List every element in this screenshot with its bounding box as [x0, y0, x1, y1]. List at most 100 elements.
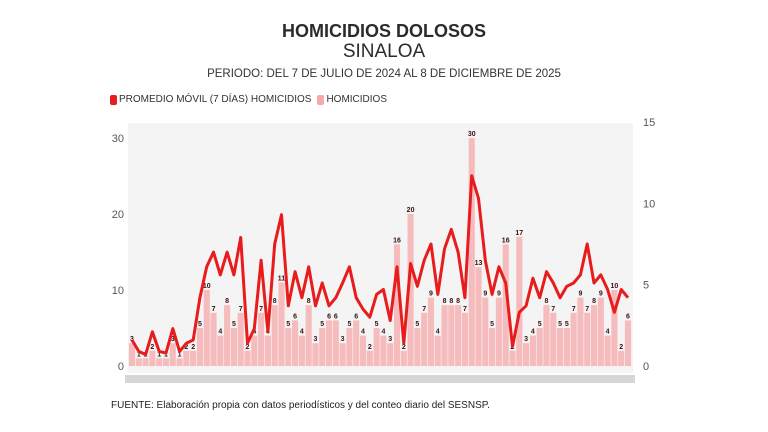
legend-swatch-moving-average: [110, 94, 117, 105]
bar-value-label: 5: [490, 321, 494, 328]
bar-value-label: 3: [313, 336, 317, 343]
bar-homicidios: [156, 358, 163, 366]
bar-value-label: 8: [307, 298, 311, 305]
bar-homicidios: [489, 328, 496, 366]
chart-period: PERIODO: DEL 7 DE JULIO DE 2024 AL 8 DE …: [207, 68, 561, 80]
bar-value-label: 5: [415, 321, 419, 328]
bar-homicidios: [162, 358, 170, 366]
bar-homicidios: [196, 328, 204, 366]
legend-label-moving-average: PROMEDIO MÓVIL (7 DÍAS) HOMICIDIOS: [119, 94, 312, 105]
bar-homicidios: [244, 350, 251, 366]
bar-value-label: 8: [449, 298, 453, 305]
bar-value-label: 8: [592, 298, 596, 305]
bar-homicidios: [523, 343, 530, 366]
bar-value-label: 4: [300, 329, 304, 336]
bar-homicidios: [611, 290, 618, 366]
bar-homicidios: [407, 214, 414, 366]
bar-homicidios: [393, 244, 401, 366]
bar-value-label: 2: [184, 344, 188, 351]
bar-homicidios: [332, 320, 339, 366]
bar-value-label: 10: [203, 283, 211, 290]
bar-homicidios: [597, 297, 604, 366]
bar-value-label: 7: [239, 306, 243, 313]
y-right-tick-label: 0: [643, 361, 649, 373]
bar-homicidios: [298, 335, 305, 366]
bar-homicidios: [536, 328, 543, 366]
bar-homicidios: [258, 312, 265, 366]
y-left-tick-label: 20: [112, 209, 124, 221]
y-axis-right: 0 5 10 15: [643, 117, 655, 373]
bar-value-label: 2: [402, 344, 406, 351]
bar-value-label: 1: [178, 351, 182, 358]
bar-value-label: 7: [422, 306, 426, 313]
bar-homicidios: [380, 335, 387, 366]
bar-value-label: 10: [611, 283, 619, 290]
source-note: FUENTE: Elaboración propia con datos per…: [111, 400, 490, 411]
bar-homicidios: [570, 312, 577, 366]
bar-homicidios: [325, 320, 333, 366]
bar-homicidios: [387, 343, 394, 366]
bar-homicidios: [441, 305, 448, 366]
bar-homicidios: [217, 335, 224, 366]
bar-value-label: 4: [252, 329, 256, 336]
bar-homicidios: [421, 312, 428, 366]
bar-homicidios: [482, 297, 489, 366]
bar-homicidios: [434, 335, 441, 366]
bar-value-label: 9: [578, 291, 582, 298]
bar-homicidios: [400, 350, 407, 366]
bar-value-label: 9: [483, 291, 487, 298]
x-axis-tick-labels: [125, 375, 635, 383]
bar-value-label: 17: [515, 230, 523, 237]
bar-homicidios: [203, 290, 210, 366]
bar-value-label: 4: [436, 329, 440, 336]
bar-homicidios: [142, 358, 149, 366]
bar-value-label: 5: [538, 321, 542, 328]
legend-item-homicidios: HOMICIDIOS: [317, 94, 387, 105]
bar-homicidios: [556, 328, 564, 366]
bar-homicidios: [584, 312, 591, 366]
y-right-tick-label: 10: [643, 198, 655, 210]
moving-average-line: [130, 174, 630, 357]
bar-homicidios: [502, 244, 509, 366]
chart-subtitle: SINALOA: [342, 41, 426, 62]
bar-value-label: 5: [375, 321, 379, 328]
bar-value-label: 20: [407, 207, 415, 214]
bar-value-label: 3: [388, 336, 392, 343]
bar-homicidios: [624, 320, 632, 366]
bar-homicidios: [237, 312, 244, 366]
y-left-tick-label: 0: [118, 361, 124, 373]
bar-homicidios: [224, 305, 231, 366]
bar-value-label: 7: [585, 306, 589, 313]
bar-homicidios: [176, 358, 183, 366]
bar-value-label: 6: [334, 313, 338, 320]
legend: PROMEDIO MÓVIL (7 DÍAS) HOMICIDIOS HOMIC…: [110, 94, 387, 105]
bar-homicidios: [183, 350, 190, 366]
bar-value-label: 1: [137, 351, 141, 358]
legend-item-moving-average: PROMEDIO MÓVIL (7 DÍAS) HOMICIDIOS: [110, 94, 311, 105]
bar-value-label: 6: [354, 313, 358, 320]
bar-value-label: 2: [246, 344, 250, 351]
bar-value-label: 7: [463, 306, 467, 313]
bar-homicidios: [516, 236, 523, 366]
bar-homicidios: [190, 350, 197, 366]
bar-value-label: 16: [393, 237, 401, 244]
legend-label-homicidios: HOMICIDIOS: [326, 94, 387, 105]
bar-homicidios: [169, 343, 176, 366]
bar-value-label: 7: [551, 306, 555, 313]
bar-homicidios: [271, 305, 278, 366]
bar-homicidios: [543, 305, 550, 366]
bar-value-label: 11: [278, 275, 286, 282]
bar-value-label: 8: [456, 298, 460, 305]
bar-homicidios: [366, 350, 373, 366]
bar-homicidios: [550, 312, 557, 366]
bar-value-label: 5: [320, 321, 324, 328]
y-right-tick-label: 15: [643, 117, 655, 129]
bar-value-label: 3: [130, 336, 134, 343]
bar-homicidios: [618, 350, 625, 366]
y-axis-left: 0 10 20 30: [112, 133, 124, 373]
chart-title: HOMICIDIOS DOLOSOS: [281, 21, 486, 41]
bar-value-label: 30: [468, 131, 476, 138]
bar-value-label: 5: [286, 321, 290, 328]
bar-value-label: 4: [531, 329, 535, 336]
bar-value-label: 9: [497, 291, 501, 298]
